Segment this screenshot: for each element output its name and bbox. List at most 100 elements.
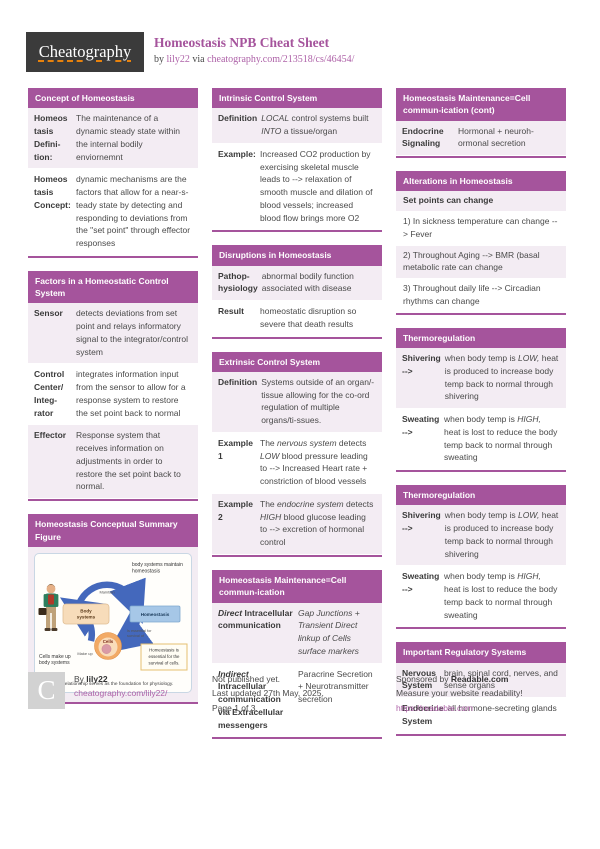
table-row: Endocrine Signaling Hormonal + neuroh-or… [396,120,566,157]
cheatography-logo[interactable]: Cheatography [26,32,144,72]
body-systems-label: Body [80,608,92,613]
row-value: when body temp is HIGH, heat is lost to … [444,571,558,620]
card-concept-of-homeostasis: Concept of Homeostasis Homeos tasis Defi… [28,88,198,258]
cheatography-c-icon: C [28,672,65,709]
sponsor-tagline: Measure your website readability! [396,688,523,699]
table-row: Control Center/ Integ- rator integrates … [28,364,198,426]
row-label: Sensor [34,308,63,319]
svg-text:survival of: survival of [127,634,145,638]
table-row: Example 1 The nervous system detects LOW… [212,432,382,494]
row-value: Hormonal + neuroh-ormonal secretion [458,125,534,149]
figure-note-box [140,643,188,671]
card-important-regulatory-systems: Important Regulatory Systems Nervous Sys… [396,642,566,736]
table-row: 1) In sickness temperature can change --… [396,212,566,246]
table-row: Set points can change [396,191,566,213]
table-row: Shivering --> when body temp is LOW, hea… [396,505,566,567]
row-value: Paracrine Secretion + Neurotransmitter s… [298,668,373,705]
row-value: Response system that receives informatio… [76,430,181,492]
row-value: detects deviations from set point and re… [76,308,188,357]
content-columns: Concept of Homeostasis Homeos tasis Defi… [0,72,600,740]
sheet-url-link[interactable]: cheatography.com/213518/cs/46454/ [207,54,355,65]
card-title: Alterations in Homeostasis [396,171,566,192]
table-row: Definition Systems outside of an organ/-… [212,371,382,433]
card-title: Homeostasis Maintenance=Cell commun-icat… [396,88,566,121]
column-1: Concept of Homeostasis Homeos tasis Defi… [28,88,198,717]
essential-arrow-label: Is essential for [127,629,152,633]
row-label: Endocrine System [402,703,444,726]
figure-top-text: body systems maintain [132,562,183,568]
byline-via: via [192,54,205,65]
table-row: Effector Response system that receives i… [28,425,198,500]
table-row: Definition LOCAL control systems built I… [212,108,382,144]
page-footer: C By lily22 cheatography.com/lily22/ Not… [0,662,600,715]
table-row: Direct Intracellular communication Gap J… [212,602,382,664]
card-title: Intrinsic Control System [212,88,382,109]
card-intrinsic-control-system: Intrinsic Control System Definition LOCA… [212,88,382,233]
table-row: Sensor detects deviations from set point… [28,303,198,365]
table-row: Sweating --> when body temp is HIGH, hea… [396,566,566,628]
makeup-arrow-label: Make up [77,651,93,656]
maintain-arrow-label: Maintain [99,589,114,594]
table-row: Example 2 The endocrine system detects H… [212,493,382,555]
card-thermoregulation-1: Thermoregulation Shivering --> when body… [396,327,566,472]
footer-author: By lily22 [74,674,108,684]
table-row: Homeos tasis Concept: dynamic mechanisms… [28,169,198,256]
card-cell-communication: Homeostasis Maintenance=Cell commun-icat… [212,569,382,740]
row-value: when body temp is LOW, heat is produced … [444,353,559,402]
last-updated: Last updated 27th May, 2025. [212,688,324,699]
row-label: Homeos tasis Concept: [34,174,71,210]
row-label: Homeos tasis Defini- tion: [34,113,68,162]
table-row: Shivering --> when body temp is LOW, hea… [396,348,566,409]
footer-author-block: C By lily22 cheatography.com/lily22/ [28,672,198,715]
sponsor-link[interactable]: https://readable.com [396,702,474,713]
author-link[interactable]: lily22 [166,54,190,65]
row-value: homeostatic disruption so severe that de… [260,306,357,329]
svg-text:systems: systems [77,614,96,619]
row-label: Shivering --> [402,353,441,376]
human-figure-illustration [38,583,59,631]
page-header: Cheatography Homeostasis NPB Cheat Sheet… [0,0,600,72]
table-row: Pathop- hysiology abnormal bodily functi… [212,265,382,302]
card-title: Disruptions in Homeostasis [212,245,382,266]
table-row: Result homeostatic disruption so severe … [212,301,382,337]
table-row: Example: Increased CO2 production by exe… [212,143,382,231]
row-label: Control Center/ Integ- rator [34,369,65,418]
card-cell-communication-cont: Homeostasis Maintenance=Cell commun-icat… [396,88,566,159]
title-block: Homeostasis NPB Cheat Sheet by lily22 vi… [154,32,354,65]
footer-author-link[interactable]: cheatography.com/lily22/ [74,688,168,699]
row-value: LOCAL control systems built INTO a tissu… [261,113,369,137]
card-title: Homeostasis Conceptual Summary Figure [28,514,198,547]
cheatography-logo-text: Cheatography [38,42,132,61]
card-factors-homeostatic-control: Factors in a Homeostatic Control System … [28,270,198,502]
figure-caption: This relationship serves as the foundati… [53,681,173,687]
byline-by: by [154,54,164,65]
row-value: integrates information input from the se… [76,369,186,418]
row-label: Indirect Intracellular communication via… [218,668,284,730]
row-label: Definition [218,376,258,387]
publish-status: Not published yet. [212,674,281,684]
column-2: Intrinsic Control System Definition LOCA… [212,88,382,752]
row-label: Effector [34,430,67,441]
table-row: 3) Throughout daily life --> Circadian r… [396,279,566,313]
row-label: Direct Intracellular communication [218,607,293,631]
row-label: Example: [218,148,256,159]
row-value: abnormal bodily function associated with… [261,270,354,294]
page-title: Homeostasis NPB Cheat Sheet [154,35,330,50]
card-thermoregulation-2: Thermoregulation Shivering --> when body… [396,485,566,630]
row-label: Pathop- hysiology [218,270,258,294]
card-disruptions-in-homeostasis: Disruptions in Homeostasis Pathop- hysio… [212,245,382,339]
svg-text:body systems: body systems [39,660,70,666]
figure-left-text: Cells make up [39,654,71,660]
sponsor-line: Sponsored by Readable.com [396,674,509,684]
row-value: all hormone-secreting glands [447,703,557,714]
row-value: Gap Junctions + Transient Direct linkup … [298,607,360,656]
card-extrinsic-control-system: Extrinsic Control System Definition Syst… [212,351,382,557]
row-label: Sweating --> [402,571,440,595]
row-label: Example 2 [218,498,253,522]
card-title: Homeostasis Maintenance=Cell commun-icat… [212,569,382,603]
row-label: Nervous System [402,667,437,691]
svg-text:essential for the: essential for the [149,654,181,659]
table-row: Nervous System brain, spinal cord, nerve… [396,662,566,699]
footer-sponsor-block: Sponsored by Readable.com Measure your w… [396,672,566,715]
